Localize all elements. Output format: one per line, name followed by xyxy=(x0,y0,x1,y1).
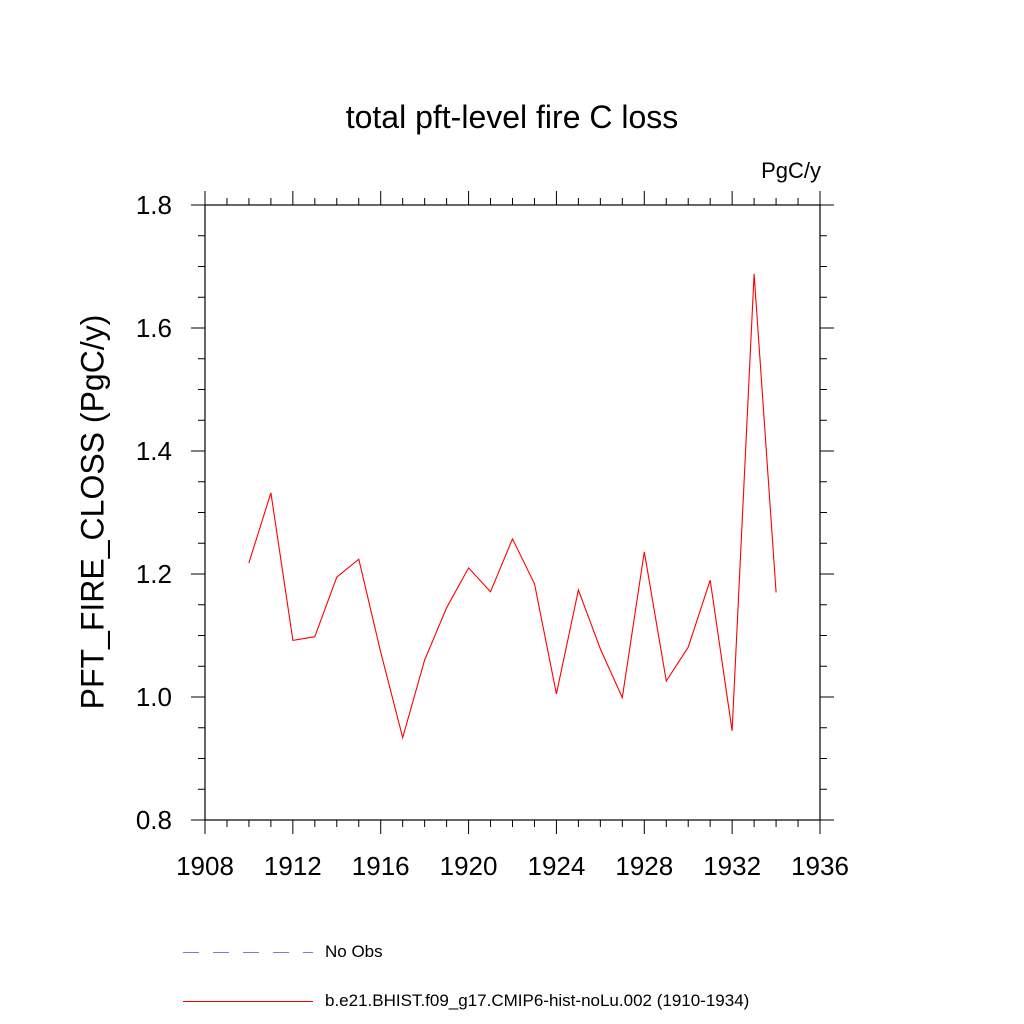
y-tick-label: 1.6 xyxy=(136,313,172,343)
x-tick-label: 1928 xyxy=(615,851,673,881)
legend-swatch-series xyxy=(183,1000,313,1002)
legend-item-no-obs: No Obs xyxy=(183,940,383,964)
x-tick-label: 1924 xyxy=(528,851,586,881)
x-tick-label: 1920 xyxy=(440,851,498,881)
units-label: PgC/y xyxy=(761,158,821,183)
chart-title: total pft-level fire C loss xyxy=(345,99,679,135)
x-tick-label: 1908 xyxy=(176,851,234,881)
x-tick-label: 1932 xyxy=(703,851,761,881)
legend-swatch-no-obs xyxy=(183,951,313,953)
series-group xyxy=(248,273,777,740)
axes: 1908 1912 1916 1920 1924 1928 1932 1936 0.8 1.0 1.… xyxy=(136,190,849,881)
x-tick-label: 1912 xyxy=(264,851,322,881)
y-tick-label: 1.2 xyxy=(136,559,172,589)
x-tick-label: 1916 xyxy=(352,851,410,881)
legend-item-series: b.e21.BHIST.f09_g17.CMIP6-hist-noLu.002 … xyxy=(183,989,749,1013)
series-line xyxy=(248,273,777,740)
y-tick-label: 1.8 xyxy=(136,190,172,220)
y-tick-label: 1.0 xyxy=(136,682,172,712)
plot-frame xyxy=(204,204,821,821)
legend-label-no-obs: No Obs xyxy=(325,942,383,961)
y-tick-label: 0.8 xyxy=(136,805,172,835)
x-tick-label: 1936 xyxy=(791,851,849,881)
y-tick-label: 1.4 xyxy=(136,436,172,466)
legend-label-series: b.e21.BHIST.f09_g17.CMIP6-hist-noLu.002 … xyxy=(325,991,750,1010)
